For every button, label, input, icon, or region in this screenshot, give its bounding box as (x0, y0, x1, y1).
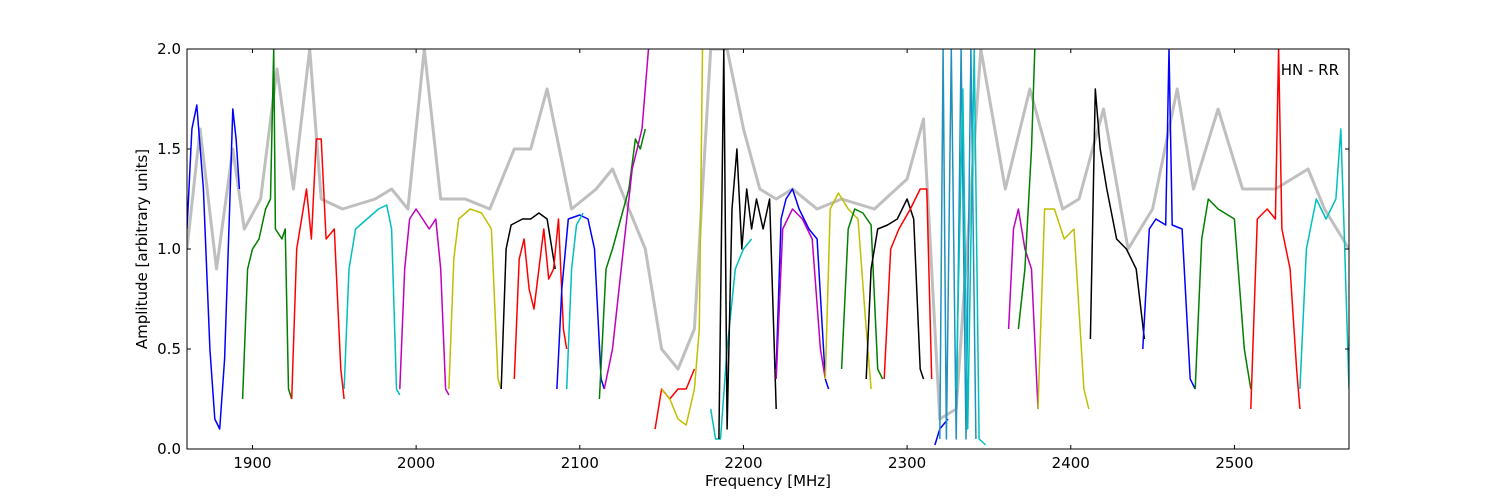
y-tick-label: 0.5 (157, 340, 181, 358)
series-line-16 (718, 49, 777, 440)
series-line-20 (840, 208, 884, 380)
y-axis-ticks: 0.0 0.5 1.0 1.5 2.0 (157, 40, 1349, 458)
y-tick-label: 0.0 (157, 440, 181, 458)
x-tick-label: 2500 (1215, 454, 1253, 472)
series-line-31 (1194, 198, 1252, 390)
series-line-12 (603, 49, 650, 390)
series-line-11 (598, 128, 647, 400)
series-line-4 (343, 204, 401, 396)
series-line-7 (500, 212, 556, 390)
series-line-14 (661, 49, 704, 426)
x-tick-label: 2300 (888, 454, 926, 472)
series-line-30 (1142, 49, 1196, 390)
series-line-29 (1089, 88, 1146, 340)
series-line-25 (955, 49, 987, 446)
x-tick-label: 2200 (724, 454, 762, 472)
series-line-33 (1299, 128, 1349, 390)
x-tick-label: 2400 (1052, 454, 1090, 472)
series-line-6 (448, 208, 502, 390)
series-line-32 (1250, 49, 1301, 410)
series-line-19 (824, 192, 872, 390)
x-axis-label: Frequency [MHz] (705, 472, 831, 490)
series-line-17 (775, 188, 830, 390)
series-line-2 (241, 49, 293, 400)
series-line-22 (883, 188, 933, 380)
x-tick-label: 2100 (561, 454, 599, 472)
x-tick-label: 2000 (397, 454, 435, 472)
series-line-28 (1037, 208, 1090, 410)
x-axis-ticks: 1900 2000 2100 2200 2300 2400 2500 (233, 49, 1254, 472)
series-line-9 (556, 214, 606, 390)
x-tick-label: 1900 (233, 454, 271, 472)
series-line-26 (1007, 208, 1039, 410)
y-tick-label: 1.5 (157, 140, 181, 158)
series-line-5 (399, 208, 450, 396)
y-axis-label: Amplitude [arbitrary units] (133, 149, 151, 349)
y-tick-label: 2.0 (157, 40, 181, 58)
series-line-18 (775, 208, 827, 380)
series-line-24 (939, 49, 977, 440)
series-line-background (187, 49, 1349, 421)
series-line-3 (290, 138, 345, 400)
series-line-27 (1017, 49, 1036, 330)
series-line-1 (187, 104, 241, 430)
panel-annotation: HN - RR (1281, 61, 1339, 79)
series-line-8 (513, 218, 568, 380)
series-line-10 (565, 212, 584, 390)
series-line-13 (654, 368, 696, 430)
series-line-21 (865, 198, 925, 380)
plot-frame (186, 48, 1350, 450)
series-layer (187, 49, 1349, 446)
y-tick-label: 1.0 (157, 240, 181, 258)
